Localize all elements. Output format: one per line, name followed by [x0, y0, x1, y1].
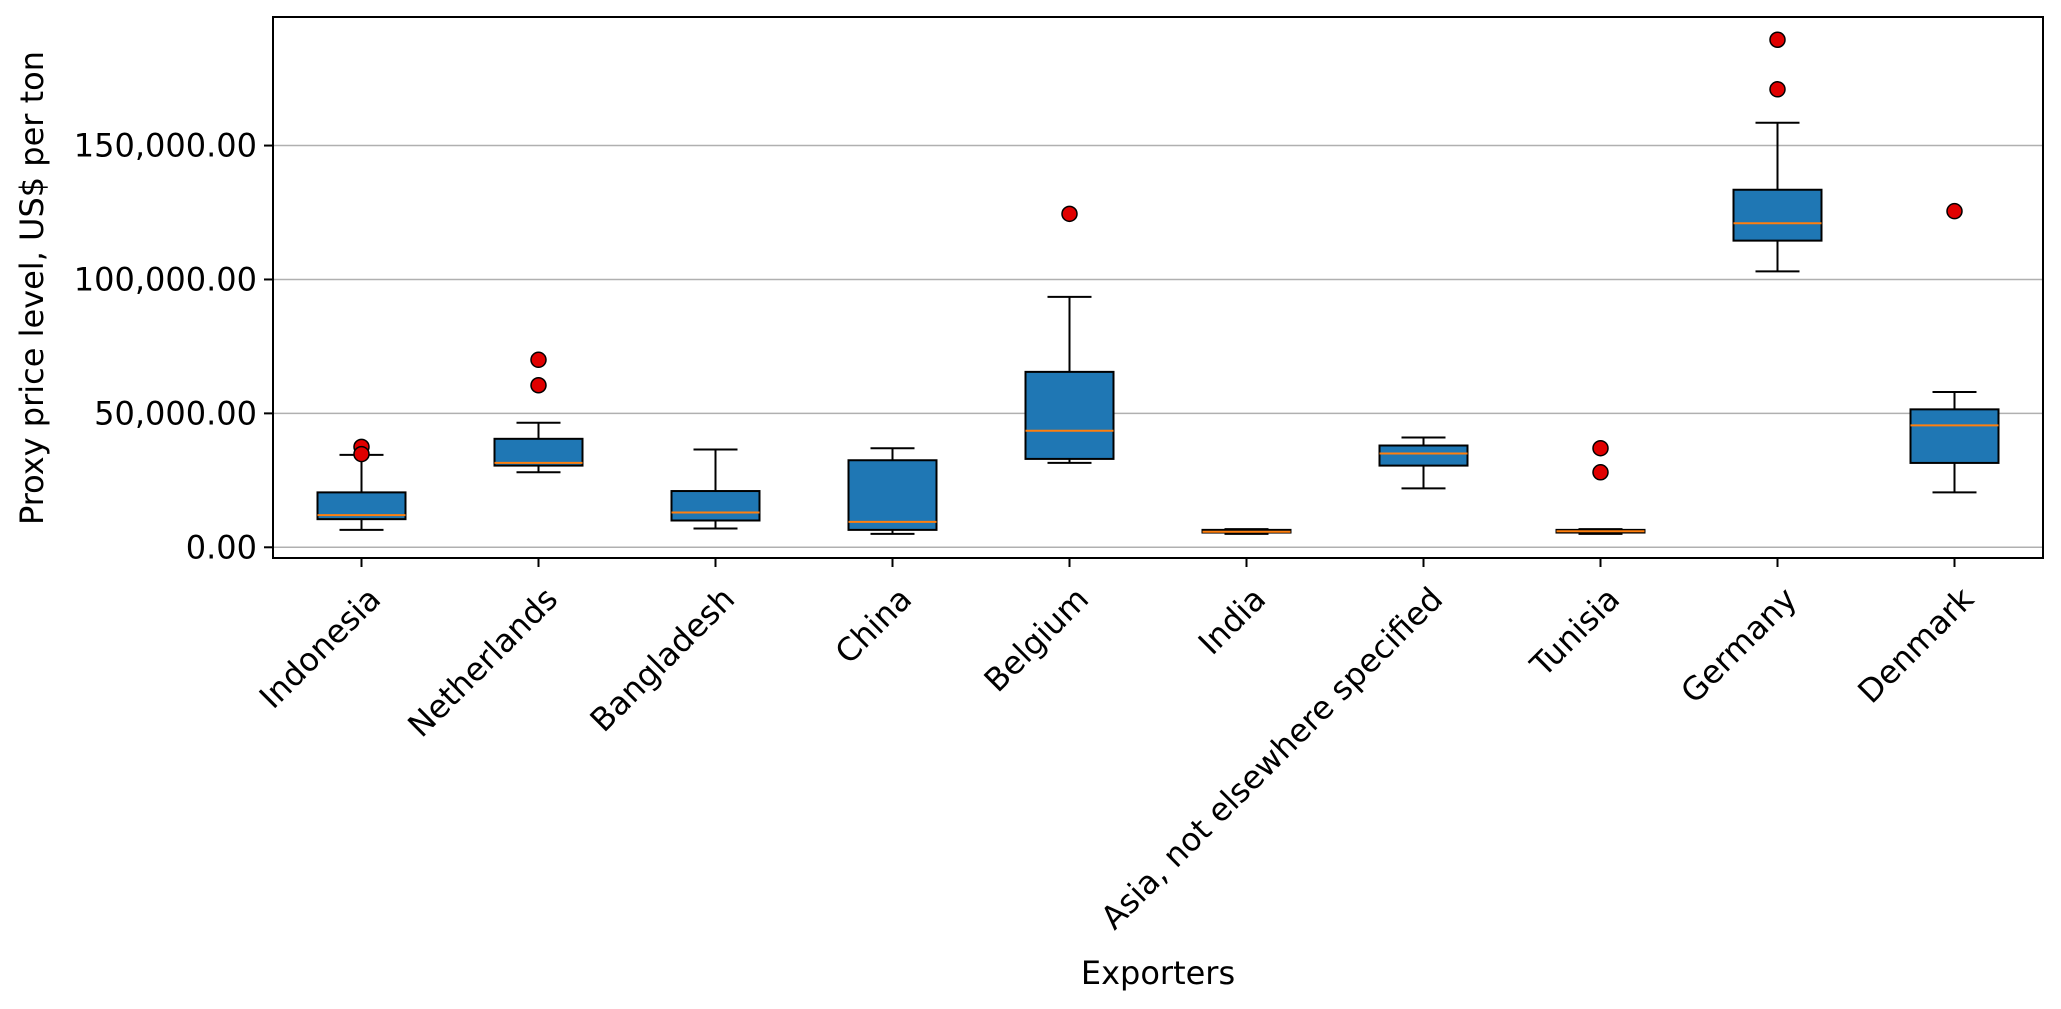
- box-iqr: [1732, 188, 1823, 242]
- x-tick-label: Asia, not elsewhere specified: [1093, 580, 1450, 937]
- box-group: [670, 448, 761, 530]
- boxes-layer: [316, 31, 2000, 535]
- outlier-point: [353, 445, 370, 463]
- box-iqr: [670, 490, 761, 522]
- y-tick-label: 100,000.00: [74, 260, 257, 298]
- outlier-point: [1769, 31, 1786, 49]
- x-tick-label: Indonesia: [252, 580, 388, 716]
- box-group: [1555, 439, 1646, 535]
- x-tick-label: Denmark: [1850, 579, 1981, 710]
- x-tick-label: Bangladesh: [583, 580, 743, 740]
- x-tick-label: China: [828, 580, 920, 672]
- box-group: [1378, 436, 1469, 490]
- x-tick-label: Tunisia: [1522, 580, 1627, 685]
- box-group: [1024, 205, 1115, 464]
- y-tick-label: 0.00: [186, 528, 257, 566]
- outlier-point: [1946, 202, 1963, 220]
- box-iqr: [1378, 444, 1469, 467]
- box-iqr: [493, 437, 584, 467]
- outlier-point: [530, 377, 547, 394]
- box-group: [1732, 31, 1823, 273]
- y-axis-title: Proxy price level, US$ per ton: [13, 51, 51, 525]
- box-group: [316, 438, 407, 531]
- y-tick-label: 50,000.00: [94, 394, 257, 432]
- outlier-point: [1592, 439, 1609, 457]
- box-group: [1201, 528, 1292, 535]
- x-tick-label: Netherlands: [400, 580, 565, 745]
- x-axis-title: Exporters: [1081, 954, 1235, 992]
- plot-frame: [272, 16, 2044, 559]
- outlier-point: [1769, 81, 1786, 98]
- y-axis: 0.00 50,000.00 100,000.00 150,000.00: [74, 127, 273, 566]
- box-group: [1909, 202, 2000, 494]
- outlier-point: [1592, 464, 1609, 481]
- y-tick-label: 150,000.00: [74, 127, 257, 165]
- x-tick-label: Belgium: [976, 580, 1096, 700]
- box-iqr: [1024, 370, 1115, 460]
- box-iqr: [1909, 408, 2000, 464]
- x-tick-label: Germany: [1673, 580, 1804, 711]
- box-group: [493, 351, 584, 474]
- x-tick-label: India: [1191, 580, 1273, 662]
- x-axis: Indonesia Netherlands Bangladesh China Belgi…: [252, 558, 1981, 937]
- outlier-point: [1061, 205, 1078, 223]
- grid-layer: [273, 144, 2043, 549]
- outlier-point: [530, 351, 547, 369]
- box-iqr: [847, 459, 938, 531]
- box-group: [847, 447, 938, 535]
